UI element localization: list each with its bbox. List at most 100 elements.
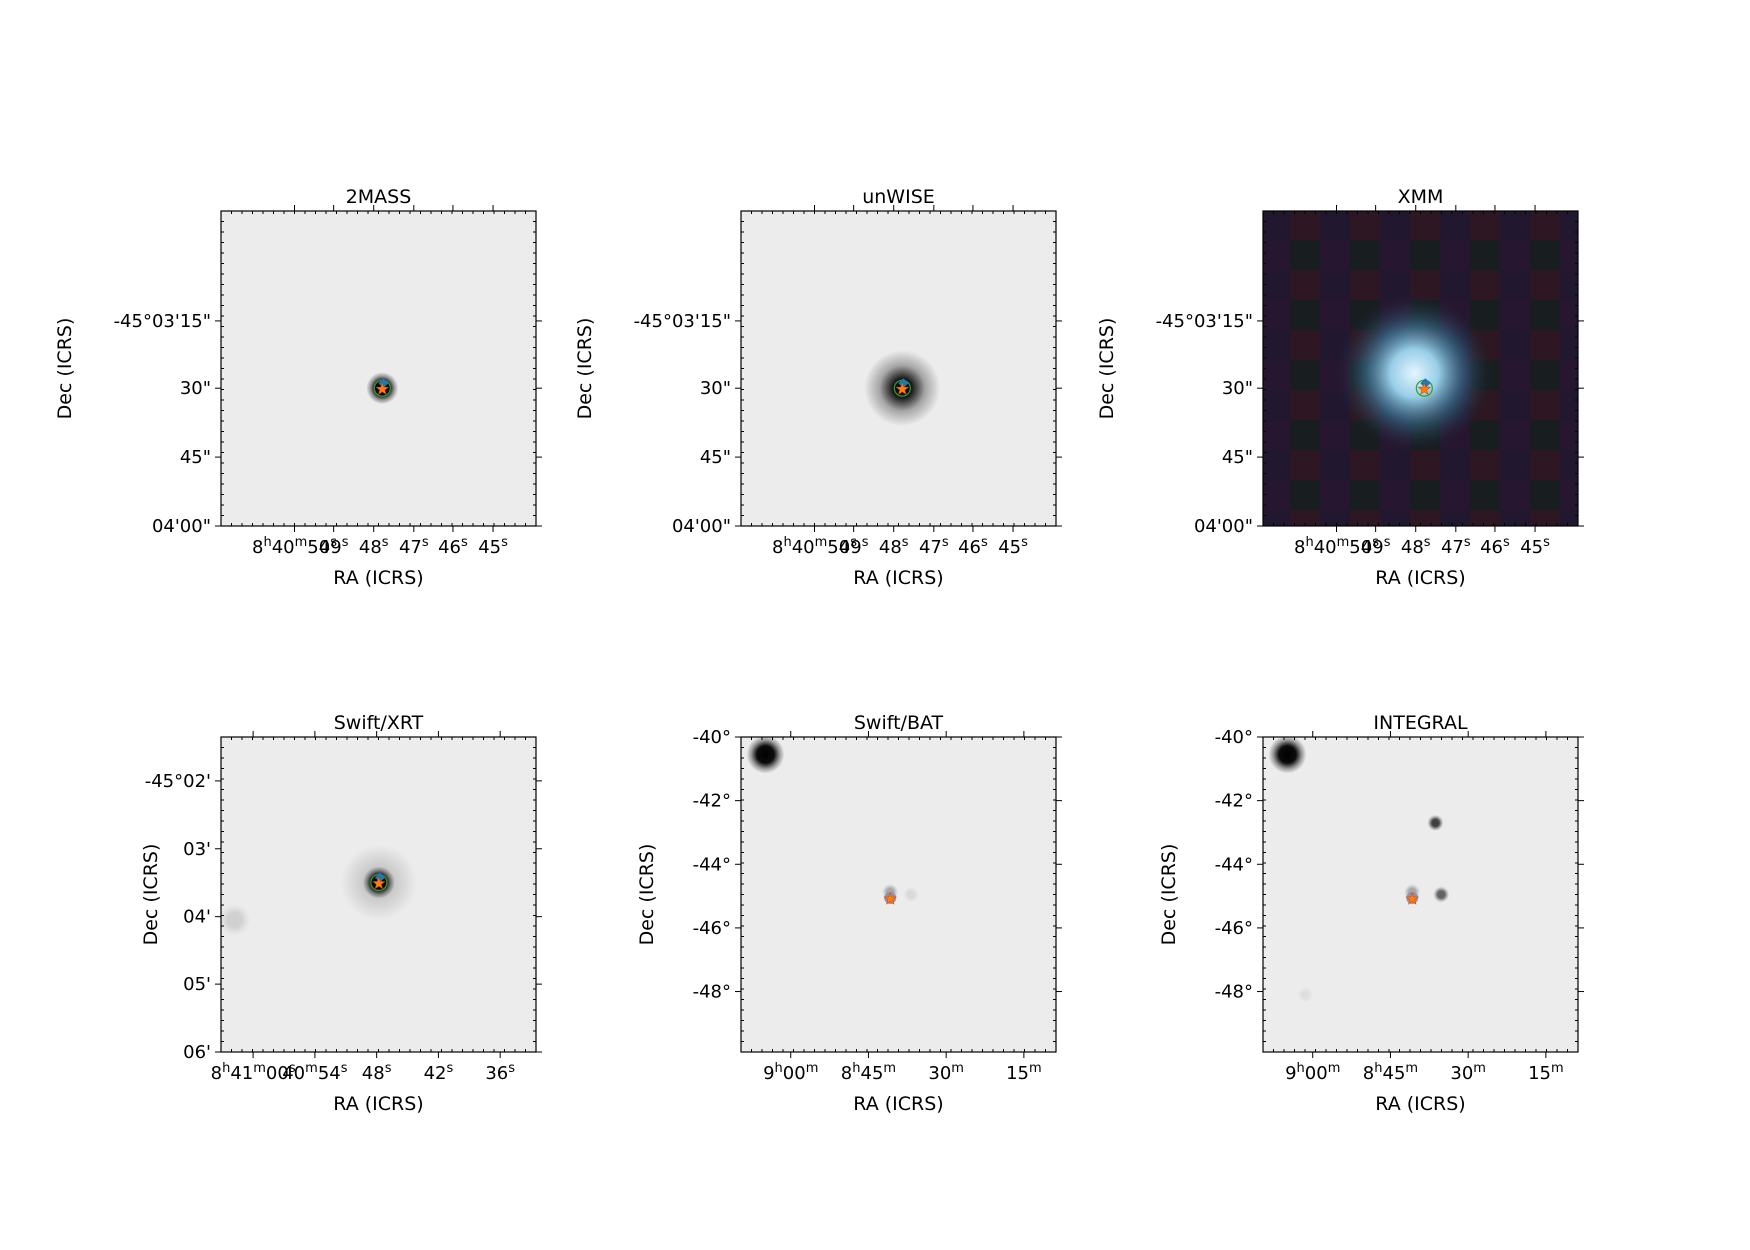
y-tick-label: -46°	[1215, 918, 1253, 939]
panel-title: XMM	[1398, 186, 1444, 208]
x-axis-label: RA (ICRS)	[333, 567, 423, 589]
x-tick-label: 46s​	[438, 535, 468, 558]
target-marker	[893, 378, 911, 397]
source-blob	[902, 886, 919, 903]
x-tick-label: 48s​	[879, 535, 909, 558]
y-tick-label: 03'	[183, 839, 211, 860]
x-tick-label: 45s​	[998, 535, 1028, 558]
x-tick-label: 48s​	[362, 1061, 392, 1084]
panel-title: 2MASS	[346, 186, 412, 208]
x-tick-label: 30m​	[1450, 1061, 1486, 1084]
y-tick-label: -46°	[693, 918, 731, 939]
minor-ticks	[1263, 211, 1578, 526]
image-swift-xrt	[221, 737, 536, 1052]
minor-ticks	[221, 737, 536, 1052]
source-blob	[1433, 886, 1450, 903]
image-2mass	[221, 211, 536, 526]
panel-title: unWISE	[862, 186, 935, 208]
minor-ticks	[741, 211, 1056, 526]
x-axis-label: RA (ICRS)	[853, 1093, 943, 1115]
x-tick-label: 36s​	[485, 1061, 515, 1084]
panel-swift-xrt: 8h​41m​00s​40m​54s​ 48s​ 42s​ 36s​ -45°02' 03…	[140, 712, 542, 1115]
target-marker	[370, 872, 388, 892]
x-tick-label: 47s​	[919, 535, 949, 558]
y-tick-label: -44°	[693, 854, 731, 875]
y-tick-label: 04'00"	[672, 516, 731, 537]
target-star	[375, 382, 390, 395]
x-tick-label: 47s​	[399, 535, 429, 558]
x-axis-label: RA (ICRS)	[1375, 1093, 1465, 1115]
x-tick-label: 42s​	[424, 1061, 454, 1084]
y-axis-label: Dec (ICRS)	[1096, 318, 1118, 420]
x-tick-label: 48s​	[1401, 535, 1431, 558]
y-axis-label: Dec (ICRS)	[574, 318, 596, 420]
y-tick-label: -45°02'	[145, 771, 211, 792]
source-blob	[1297, 986, 1314, 1003]
y-tick-label: 30"	[1222, 378, 1253, 399]
image-integral	[1263, 737, 1578, 1052]
counterpart-diamond	[898, 378, 909, 389]
counterpart-diamond	[1420, 378, 1431, 389]
x-tick-label: 48s​	[359, 535, 389, 558]
target-star	[1405, 891, 1419, 905]
target-star	[372, 876, 386, 890]
y-tick-label: 45"	[700, 447, 731, 468]
x-tick-label: 46s​	[1480, 535, 1510, 558]
target-star	[1417, 382, 1432, 395]
x-tick-label: 15m​	[1006, 1061, 1042, 1084]
y-axis-label: Dec (ICRS)	[636, 844, 658, 946]
x-tick-label: 15m​	[1528, 1061, 1564, 1084]
y-tick-label: -45°03'15"	[1156, 311, 1253, 332]
y-tick-label: -48°	[693, 982, 731, 1003]
y-tick-label: -42°	[1215, 791, 1253, 812]
panel-2mass: 8h​40m​50s​49s​ 48s​ 47s​ 46s​ 45s​ -45°03'15…	[54, 186, 542, 589]
y-tick-label: 45"	[1222, 447, 1253, 468]
target-star	[895, 382, 910, 395]
counterpart-diamond	[378, 378, 389, 389]
y-tick-label: -48°	[1215, 982, 1253, 1003]
x-tick-label: 8h​41m​00s​	[211, 1061, 296, 1084]
y-tick-label: 04'	[183, 907, 211, 928]
panel-integral: 9h​00m​ 8h​45m​ 30m​ 15m​ -40° -42° -44° -46° -4…	[1158, 712, 1584, 1115]
y-tick-label: -45°03'15"	[634, 311, 731, 332]
target-marker	[1415, 378, 1433, 397]
target-marker	[1405, 891, 1419, 905]
x-tick-label: 9h​00m​	[1285, 1061, 1340, 1084]
source-blob	[221, 903, 251, 936]
counterpart-diamond	[374, 872, 385, 883]
y-tick-label: 45"	[180, 447, 211, 468]
y-tick-label: -45°03'15"	[114, 311, 211, 332]
minor-ticks	[741, 737, 1056, 1052]
x-tick-label: 45s​	[478, 535, 508, 558]
panel-title: Swift/BAT	[854, 712, 944, 734]
y-tick-label: -44°	[1215, 854, 1253, 875]
y-axis-label: Dec (ICRS)	[54, 318, 76, 420]
y-tick-label: 30"	[180, 378, 211, 399]
x-axis-label: RA (ICRS)	[1375, 567, 1465, 589]
x-axis-label: RA (ICRS)	[333, 1093, 423, 1115]
panel-swift-bat: 9h​00m​ 8h​45m​ 30m​ 15m​ -40° -42° -44° -46° -4…	[636, 712, 1062, 1115]
y-axis-label: Dec (ICRS)	[1158, 844, 1180, 946]
source-blob	[1268, 737, 1307, 774]
x-tick-label: 49s​	[319, 535, 349, 558]
target-marker	[373, 378, 391, 397]
image-unwise	[741, 211, 1056, 526]
x-tick-label: 47s​	[1441, 535, 1471, 558]
source-blob	[1334, 293, 1495, 454]
x-tick-label: 49s​	[1361, 535, 1391, 558]
x-tick-label: 9h​00m​	[763, 1061, 818, 1084]
x-axis-label: RA (ICRS)	[853, 567, 943, 589]
y-tick-label: -40°	[693, 727, 731, 748]
x-tick-label: 8h​45m​	[841, 1061, 896, 1084]
y-tick-label: 06'	[183, 1042, 211, 1063]
panel-xmm: 8h​40m​50s​49s​ 48s​ 47s​ 46s​ 45s​ -45°03'15…	[1096, 186, 1584, 589]
source-blob	[746, 737, 785, 774]
x-tick-label: 45s​	[1520, 535, 1550, 558]
image-swift-bat	[741, 737, 1056, 1052]
x-tick-label: 30m​	[928, 1061, 964, 1084]
x-tick-label: 8h​40m​50s​	[1294, 535, 1379, 558]
x-tick-label: 40m​54s​	[282, 1061, 347, 1084]
image-xmm	[1263, 211, 1578, 526]
y-axis-label: Dec (ICRS)	[140, 844, 162, 946]
x-tick-label: 8h​40m​50s​	[252, 535, 337, 558]
